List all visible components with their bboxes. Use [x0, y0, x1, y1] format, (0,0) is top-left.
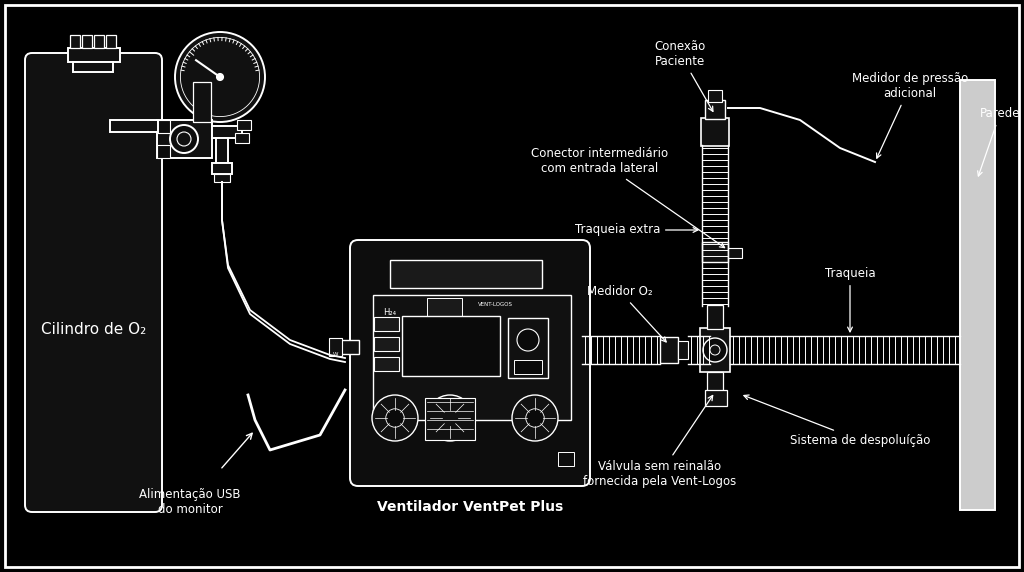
Bar	[702, 242, 728, 262]
Text: Cilindro de O₂: Cilindro de O₂	[41, 323, 146, 337]
Bar	[373, 295, 571, 420]
Bar	[193, 82, 211, 122]
Text: Sistema de despoluíção: Sistema de despoluíção	[743, 395, 931, 447]
Bar	[94, 35, 104, 48]
Bar	[707, 305, 723, 329]
Text: Parede: Parede	[978, 107, 1020, 176]
Bar	[678, 341, 688, 359]
Bar	[329, 338, 342, 356]
FancyBboxPatch shape	[350, 240, 590, 486]
Text: Traqueia: Traqueia	[824, 267, 876, 332]
Circle shape	[710, 345, 720, 355]
FancyBboxPatch shape	[25, 53, 162, 512]
Bar	[705, 390, 727, 406]
Circle shape	[216, 73, 223, 81]
Bar	[390, 260, 542, 288]
Text: H₂₄: H₂₄	[383, 308, 396, 317]
Bar	[374, 357, 399, 371]
Circle shape	[512, 395, 558, 441]
Bar	[212, 126, 242, 138]
Text: Conector intermediário
com entrada lateral: Conector intermediário com entrada later…	[531, 147, 725, 248]
Bar	[341, 340, 359, 354]
Bar	[73, 62, 113, 72]
Bar	[70, 35, 80, 48]
Text: Válvula sem reinalão
fornecida pela Vent-Logos: Válvula sem reinalão fornecida pela Vent…	[584, 395, 736, 488]
Bar	[708, 90, 722, 102]
Bar	[514, 360, 542, 374]
Text: Medidor de pressão
adicional: Medidor de pressão adicional	[852, 72, 968, 158]
Circle shape	[525, 409, 544, 427]
Bar	[157, 120, 212, 158]
Text: Ventilador VentPet Plus: Ventilador VentPet Plus	[377, 500, 563, 514]
Text: Medidor O₂: Medidor O₂	[587, 285, 667, 342]
Bar	[705, 100, 725, 119]
Bar	[106, 35, 116, 48]
Bar	[558, 452, 574, 466]
Bar	[82, 35, 92, 48]
Circle shape	[440, 409, 459, 427]
Text: VENT-LOGOS: VENT-LOGOS	[478, 302, 513, 307]
Bar	[700, 328, 730, 372]
Bar	[508, 318, 548, 378]
Bar	[728, 248, 742, 258]
Text: Alimentação USB
do monitor: Alimentação USB do monitor	[139, 488, 241, 516]
Bar	[157, 145, 170, 158]
Bar	[427, 298, 462, 318]
Bar	[961, 80, 995, 510]
Bar	[214, 174, 230, 182]
Bar	[110, 120, 158, 132]
Bar	[157, 120, 170, 133]
Circle shape	[372, 395, 418, 441]
Bar	[402, 316, 500, 376]
Circle shape	[517, 329, 539, 351]
Circle shape	[386, 409, 404, 427]
Bar	[234, 133, 249, 143]
Bar	[374, 337, 399, 351]
Circle shape	[703, 338, 727, 362]
Bar	[701, 118, 729, 146]
Circle shape	[170, 125, 198, 153]
Bar	[425, 398, 475, 440]
Bar	[68, 48, 120, 62]
Circle shape	[175, 32, 265, 122]
Text: Traqueia extra: Traqueia extra	[574, 224, 697, 236]
Bar	[212, 163, 232, 174]
Bar	[374, 317, 399, 331]
Circle shape	[427, 395, 473, 441]
Bar	[707, 372, 723, 392]
Text: Conexão
Paciente: Conexão Paciente	[654, 40, 713, 112]
Text: W: W	[333, 352, 339, 357]
Bar	[660, 337, 678, 363]
Bar	[237, 120, 251, 130]
Circle shape	[177, 132, 191, 146]
Bar	[216, 138, 228, 163]
